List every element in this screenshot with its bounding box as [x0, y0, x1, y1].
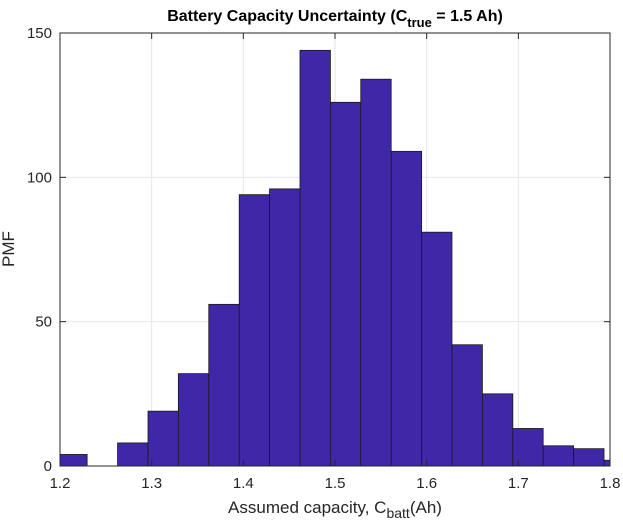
histogram-bar: [60, 454, 88, 466]
histogram-bar: [330, 101, 362, 466]
x-tick-label: 1.7: [508, 475, 529, 492]
histogram-bar: [451, 344, 483, 466]
histogram-bars: [60, 49, 610, 466]
histogram-bar: [481, 393, 514, 466]
y-axis-label: PMF: [0, 231, 18, 267]
y-tick-label: 0: [44, 458, 52, 475]
histogram-bar: [147, 410, 179, 466]
histogram-bar: [208, 303, 240, 466]
y-tick-label: 100: [27, 169, 52, 186]
histogram-bar: [421, 231, 453, 466]
histogram-bar: [390, 150, 423, 466]
histogram-bar: [117, 442, 149, 466]
histogram-bar: [299, 49, 331, 466]
x-tick-label: 1.5: [325, 475, 346, 492]
y-tick-label: 50: [35, 314, 52, 331]
axis-ticks: 1.2 1.3 1.4 1.5 1.6 1.7 1.8 0 50 100 150: [27, 25, 620, 492]
histogram-bar: [542, 445, 575, 466]
x-tick-label: 1.3: [141, 475, 162, 492]
histogram-bar: [512, 428, 544, 466]
histogram-bar: [360, 78, 392, 466]
chart-title: Battery Capacity Uncertainty (Ctrue = 1.…: [167, 8, 503, 30]
histogram-bar: [573, 448, 605, 466]
histogram-bar: [269, 188, 301, 466]
x-tick-label: 1.6: [416, 475, 437, 492]
x-tick-label: 1.2: [50, 475, 71, 492]
x-tick-label: 1.4: [233, 475, 254, 492]
y-tick-label: 150: [27, 25, 52, 42]
x-tick-label: 1.8: [600, 475, 621, 492]
x-axis-label: Assumed capacity, Cbatt(Ah): [228, 498, 442, 521]
histogram-bar: [603, 459, 610, 466]
histogram-bar: [238, 194, 270, 466]
histogram-bar: [177, 373, 210, 466]
